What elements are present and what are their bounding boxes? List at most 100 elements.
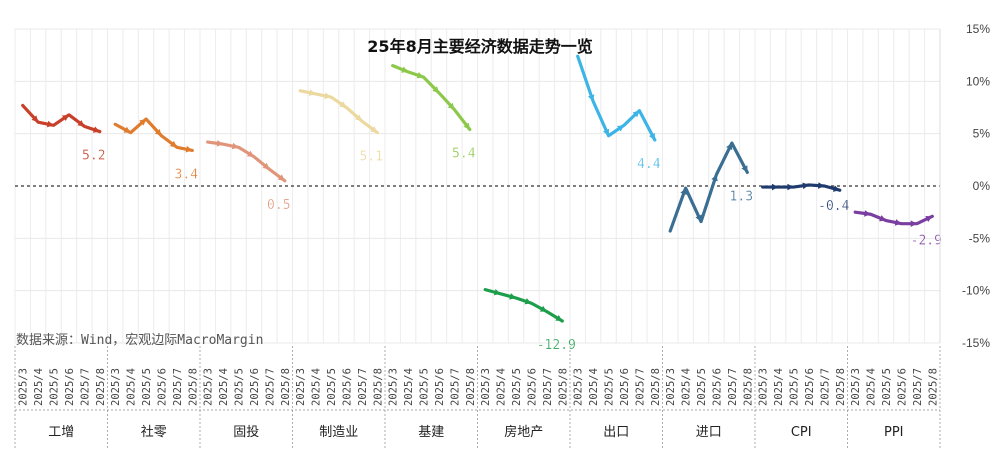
x-tick-label: 2025/8 [835, 368, 847, 406]
data-label: 3.4 [175, 167, 199, 182]
x-tick-label: 2025/8 [650, 368, 662, 406]
data-point-arrow [632, 110, 640, 118]
x-tick-label: 2025/6 [249, 368, 261, 406]
x-tick-label: 2025/8 [187, 368, 199, 406]
x-tick-label: 2025/8 [557, 368, 569, 406]
y-tick-label: -5% [969, 231, 991, 245]
data-point-arrow [832, 185, 840, 192]
x-tick-label: 2025/8 [95, 368, 107, 406]
x-tick-label: 2025/5 [234, 368, 246, 406]
x-tick-label: 2025/4 [126, 368, 138, 406]
x-tick-label: 2025/6 [804, 368, 816, 406]
x-tick-label: 2025/3 [110, 368, 122, 406]
data-label: 5.2 [82, 149, 105, 164]
x-tick-label: 2025/3 [480, 368, 492, 406]
data-point-arrow [277, 174, 285, 181]
x-tick-label: 2025/6 [434, 368, 446, 406]
y-tick-label: 10% [966, 74, 990, 88]
data-point-arrow [818, 182, 825, 189]
x-tick-label: 2025/4 [496, 368, 508, 406]
chart-title: 25年8月主要经济数据走势一览 [367, 37, 593, 56]
data-point-arrow [216, 139, 224, 147]
data-point-arrow [711, 174, 718, 182]
x-tick-label: 2025/5 [49, 368, 61, 406]
x-tick-label: 2025/4 [218, 368, 230, 406]
x-tick-label: 2025/3 [850, 368, 862, 406]
data-point-arrow [31, 115, 39, 123]
data-point-arrow [77, 119, 85, 127]
data-point-arrow [894, 219, 902, 226]
data-point-arrow [616, 125, 624, 132]
data-point-arrow [401, 66, 409, 73]
data-label: -2.9 [911, 233, 942, 248]
y-tick-label: 15% [966, 22, 990, 36]
group-label: 出口 [603, 425, 629, 440]
x-tick-label: 2025/6 [341, 368, 353, 406]
data-point-arrow [726, 143, 733, 151]
data-point-arrow [925, 215, 933, 223]
data-point-arrow [695, 214, 702, 222]
x-tick-label: 2025/3 [295, 368, 307, 406]
x-tick-label: 2025/4 [773, 368, 785, 406]
x-tick-label: 2025/6 [711, 368, 723, 406]
data-point-arrow [231, 142, 239, 150]
x-tick-label: 2025/6 [526, 368, 538, 406]
x-tick-label: 2025/7 [912, 368, 924, 406]
data-label: -12.9 [537, 338, 576, 353]
group-label: PPI [884, 425, 904, 440]
data-label: 5.4 [452, 146, 476, 161]
x-tick-label: 2025/3 [665, 368, 677, 406]
x-tick-label: 2025/8 [280, 368, 292, 406]
data-point-arrow [587, 94, 595, 102]
data-point-arrow [879, 215, 887, 222]
data-point-arrow [432, 86, 439, 93]
data-label: 5.1 [360, 150, 383, 165]
x-tick-label: 2025/3 [758, 368, 770, 406]
data-point-arrow [154, 128, 162, 136]
y-tick-label: -10% [962, 284, 990, 298]
x-tick-label: 2025/7 [449, 368, 461, 406]
x-tick-label: 2025/3 [18, 368, 30, 406]
data-point-arrow [370, 126, 378, 133]
x-tick-label: 2025/7 [264, 368, 276, 406]
x-tick-label: 2025/5 [881, 368, 893, 406]
x-tick-label: 2025/4 [866, 368, 878, 406]
x-tick-label: 2025/8 [465, 368, 477, 406]
y-tick-label: -15% [962, 336, 990, 350]
data-point-arrow [648, 132, 655, 140]
x-tick-label: 2025/4 [681, 368, 693, 406]
data-point-arrow [308, 89, 316, 96]
data-point-arrow [123, 126, 131, 133]
x-tick-label: 2025/5 [789, 368, 801, 406]
data-point-arrow [185, 145, 193, 153]
x-tick-label: 2025/5 [141, 368, 153, 406]
data-point-arrow [416, 71, 424, 79]
data-point-arrow [92, 126, 100, 133]
x-tick-label: 2025/6 [156, 368, 168, 406]
x-tick-label: 2025/5 [326, 368, 338, 406]
x-tick-label: 2025/7 [79, 368, 91, 406]
x-tick-label: 2025/7 [727, 368, 739, 406]
x-tick-label: 2025/3 [388, 368, 400, 406]
series-line [668, 141, 749, 233]
data-point-arrow [555, 314, 563, 322]
x-tick-label: 2025/7 [542, 368, 554, 406]
data-point-arrow [493, 288, 501, 296]
y-tick-label: 5% [973, 127, 991, 141]
data-point-arrow [787, 183, 794, 191]
data-point-arrow [524, 298, 532, 305]
data-point-arrow [602, 128, 610, 136]
x-tick-label: 2025/4 [33, 368, 45, 406]
data-point-arrow [262, 162, 270, 170]
group-label: 进口 [696, 425, 722, 440]
data-point-arrow [246, 150, 254, 157]
x-tick-label: 2025/5 [604, 368, 616, 406]
data-point-arrow [463, 122, 470, 130]
group-label: CPI [791, 425, 812, 440]
x-tick-label: 2025/7 [819, 368, 831, 406]
data-point-arrow [61, 114, 69, 122]
data-point-arrow [509, 293, 517, 300]
x-tick-label: 2025/3 [573, 368, 585, 406]
y-tick-label: 0% [973, 179, 991, 193]
